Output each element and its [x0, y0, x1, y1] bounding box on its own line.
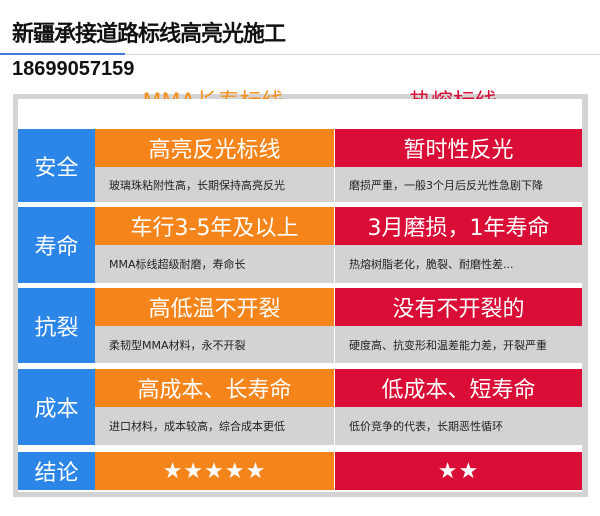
cell-desc: 低价竞争的代表，长期恶性循环 [335, 407, 582, 445]
mma-cell: 高成本、长寿命 进口材料，成本较高，综合成本更低 [95, 369, 334, 445]
cell-desc: 柔韧型MMA材料，永不开裂 [95, 326, 334, 363]
row-label: 成本 [18, 369, 95, 445]
cell-title: 高亮反光标线 [95, 129, 334, 167]
star-rating: ★★★★★ [95, 452, 334, 490]
hot-melt-cell: 没有不开裂的 硬度高、抗变形和温差能力差，开裂严重 [335, 288, 582, 363]
page-title: 新疆承接道路标线高亮光施工 [12, 22, 286, 47]
mma-cell: 高亮反光标线 玻璃珠粘附性高，长期保持高亮反光 [95, 129, 334, 202]
cell-title: 低成本、短寿命 [335, 369, 582, 407]
cell-desc: 玻璃珠粘附性高，长期保持高亮反光 [95, 167, 334, 202]
hot-melt-cell: 3月磨损，1年寿命 热熔树脂老化，脆裂、耐磨性差... [335, 207, 582, 283]
phone-number: 18699057159 [12, 58, 135, 80]
frame-top-segment [13, 94, 117, 99]
cell-desc: 磨损严重，一般3个月后反光性急剧下降 [335, 167, 582, 202]
table-row: 抗裂 高低温不开裂 柔韧型MMA材料，永不开裂 没有不开裂的 硬度高、抗变形和温差能… [18, 288, 582, 363]
mma-cell: 高低温不开裂 柔韧型MMA材料，永不开裂 [95, 288, 334, 363]
table-row: 成本 高成本、长寿命 进口材料，成本较高，综合成本更低 低成本、短寿命 低价竞争的代… [18, 369, 582, 445]
hot-melt-cell: 低成本、短寿命 低价竞争的代表，长期恶性循环 [335, 369, 582, 445]
hot-melt-rating: ★★ [335, 452, 582, 490]
mma-cell: 车行3-5年及以上 MMA标线超级耐磨，寿命长 [95, 207, 334, 283]
cell-title: 高成本、长寿命 [95, 369, 334, 407]
title-underline [0, 53, 125, 55]
cell-title: 暂时性反光 [335, 129, 582, 167]
row-label: 安全 [18, 129, 95, 202]
cell-title: 没有不开裂的 [335, 288, 582, 326]
cell-title: 3月磨损，1年寿命 [335, 207, 582, 245]
row-label: 结论 [18, 452, 95, 490]
cell-desc: 热熔树脂老化，脆裂、耐磨性差... [335, 245, 582, 283]
title-divider [125, 54, 600, 55]
frame-top-segment [308, 94, 372, 99]
hot-melt-cell: 暂时性反光 磨损严重，一般3个月后反光性急剧下降 [335, 129, 582, 202]
cell-title: 车行3-5年及以上 [95, 207, 334, 245]
row-label: 寿命 [18, 207, 95, 283]
column-divider [334, 129, 335, 490]
table-row: 安全 高亮反光标线 玻璃珠粘附性高，长期保持高亮反光 暂时性反光 磨损严重，一般3个… [18, 129, 582, 202]
mma-rating: ★★★★★ [95, 452, 334, 490]
cell-title: 高低温不开裂 [95, 288, 334, 326]
star-rating: ★★ [335, 452, 582, 490]
conclusion-row: 结论 ★★★★★ ★★ [18, 452, 582, 490]
cell-desc: MMA标线超级耐磨，寿命长 [95, 245, 334, 283]
table-row: 寿命 车行3-5年及以上 MMA标线超级耐磨，寿命长 3月磨损，1年寿命 热熔树脂老… [18, 207, 582, 283]
cell-desc: 进口材料，成本较高，综合成本更低 [95, 407, 334, 445]
row-label: 抗裂 [18, 288, 95, 363]
cell-desc: 硬度高、抗变形和温差能力差，开裂严重 [335, 326, 582, 363]
frame-top-segment [534, 94, 588, 99]
